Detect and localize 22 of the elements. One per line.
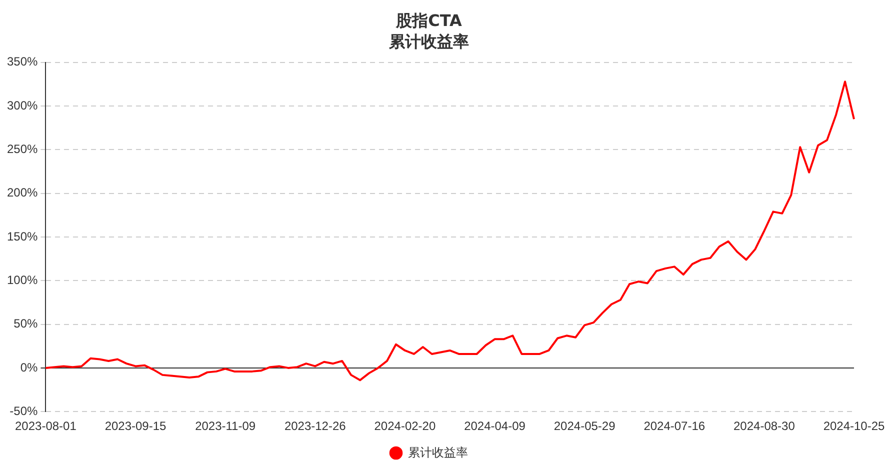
legend-label: 累计收益率: [408, 445, 468, 460]
y-tick-label: 50%: [14, 316, 38, 331]
x-tick-label: 2023-11-09: [195, 419, 256, 434]
x-tick-label: 2023-08-01: [14, 419, 77, 434]
x-tick-label: 2024-02-20: [374, 419, 436, 434]
y-tick-label: 0%: [20, 360, 38, 374]
y-tick-label: 350%: [6, 54, 38, 69]
y-tick-label: 200%: [6, 186, 38, 200]
x-tick-label: 2024-07-16: [644, 419, 706, 434]
x-tick-label: 2023-12-26: [284, 419, 346, 434]
y-tick-label: 300%: [6, 98, 38, 112]
y-tick-label: 250%: [6, 142, 38, 156]
x-tick-label: 2023-09-15: [104, 419, 167, 434]
x-tick-label: 2024-04-09: [464, 419, 526, 434]
y-tick-label: 100%: [6, 272, 38, 287]
x-tick-label: 2024-05-29: [554, 419, 616, 434]
y-tick-label: -50%: [10, 404, 38, 418]
x-tick-label: 2024-10-25: [823, 419, 886, 434]
chart-subtitle: 累计收益率: [388, 32, 469, 51]
chart-title: 股指CTA: [395, 10, 463, 30]
x-tick-label: 2024-08-30: [733, 419, 796, 434]
y-tick-label: 150%: [6, 229, 38, 244]
